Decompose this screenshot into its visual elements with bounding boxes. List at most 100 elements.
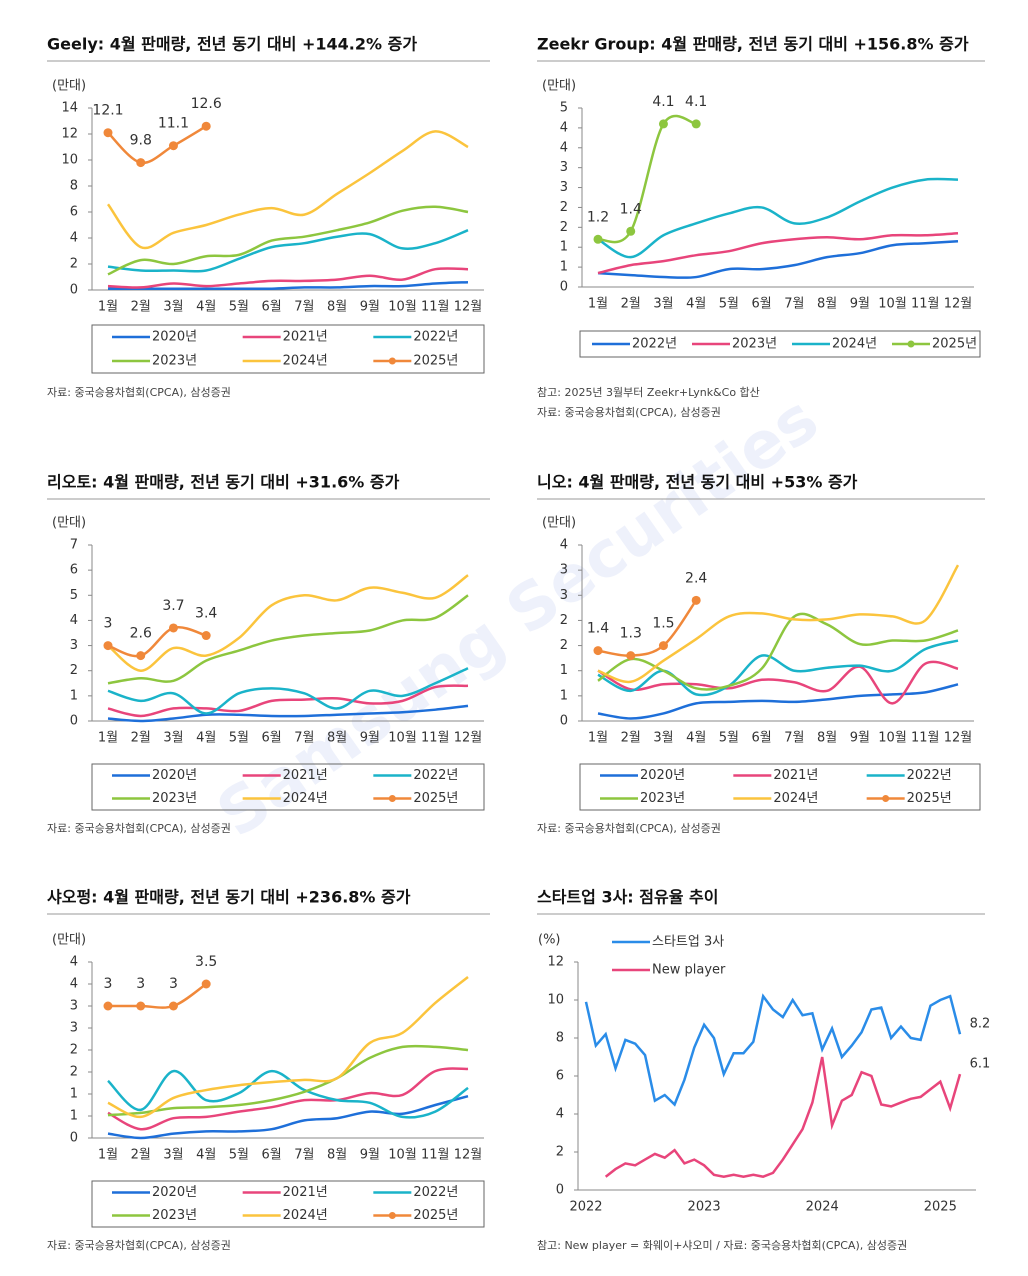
legend-frame (579, 763, 981, 811)
legend-label: 2025년 (413, 354, 458, 369)
series-line (108, 280, 469, 291)
data-label: 3.5 (195, 954, 217, 970)
series-line (107, 1044, 469, 1117)
end-label: 6.1 (970, 1057, 991, 1072)
series-line (597, 240, 959, 279)
data-label: 3 (169, 976, 178, 992)
y-tick-label: 1 (70, 1109, 78, 1124)
marker (136, 158, 146, 168)
x-tick-label: 3월 (653, 731, 673, 746)
marker (593, 234, 603, 244)
data-label: 4.1 (652, 94, 674, 110)
series-line (597, 114, 697, 244)
legend-label: 2025년 (413, 791, 458, 806)
x-tick-label: 12월 (944, 297, 973, 312)
x-tick-label: 12월 (454, 1148, 483, 1163)
legend-label: 2025년 (907, 791, 952, 806)
legend-label: 2022년 (632, 337, 677, 352)
series-line (597, 599, 698, 657)
x-tick-label: 7월 (784, 731, 804, 746)
series-line (107, 667, 469, 715)
legend-label: 2020년 (152, 330, 197, 345)
y-tick-label: 1 (560, 688, 568, 703)
legend-marker (388, 1212, 396, 1219)
marker (201, 979, 211, 989)
legend-label: 2020년 (640, 768, 685, 783)
y-unit-label: (%) (538, 933, 561, 948)
legend-label: 2024년 (283, 354, 328, 369)
y-tick-label: 7 (70, 538, 78, 553)
x-tick-label: 7월 (784, 297, 804, 312)
marker (691, 119, 701, 129)
series-line (107, 205, 469, 276)
x-tick-label: 7월 (294, 1148, 314, 1163)
y-tick-label: 8 (556, 1031, 564, 1046)
legend-label: 2022년 (413, 1185, 458, 1200)
x-tick-label: 2월 (131, 1148, 151, 1163)
data-label: 1.2 (587, 209, 609, 225)
x-tick-label: 6월 (752, 297, 772, 312)
x-tick-label: 8월 (817, 297, 837, 312)
series-line (107, 1069, 469, 1119)
x-tick-label: 8월 (327, 300, 347, 315)
series-line (597, 639, 959, 697)
x-tick-label: 9월 (850, 731, 870, 746)
x-tick-label: 4월 (196, 1148, 216, 1163)
x-tick-label: 3월 (163, 1148, 183, 1163)
marker (103, 641, 113, 651)
x-tick-label: 2월 (131, 731, 151, 746)
y-unit-label: (만대) (52, 516, 86, 531)
x-tick-label: 1월 (588, 731, 608, 746)
data-label: 1.4 (620, 201, 642, 217)
chart-title: 리오토: 4월 판매량, 전년 동기 대비 +31.6% 증가 (47, 473, 400, 492)
legend-label: 2020년 (152, 1185, 197, 1200)
chart-title: Geely: 4월 판매량, 전년 동기 대비 +144.2% 증가 (47, 35, 417, 54)
x-tick-label: 1월 (98, 731, 118, 746)
data-label: 3 (104, 616, 113, 632)
y-tick-label: 0 (556, 1183, 564, 1198)
series-line (107, 594, 469, 685)
data-label: 9.8 (130, 133, 152, 149)
series-line (584, 993, 962, 1107)
x-tick-label: 6월 (262, 1148, 282, 1163)
y-tick-label: 5 (560, 101, 568, 116)
legend-marker (907, 340, 915, 348)
marker (136, 651, 146, 661)
marker (168, 141, 178, 151)
source-note: 참고: New player = 화웨이+샤오미 / 자료: 중국승용차협회(C… (537, 1239, 907, 1252)
chart-title: 샤오펑: 4월 판매량, 전년 동기 대비 +236.8% 증가 (47, 888, 411, 907)
x-tick-label: 12월 (944, 731, 973, 746)
y-tick-label: 3 (70, 999, 78, 1014)
y-tick-label: 3 (560, 588, 568, 603)
series-line (107, 1094, 469, 1140)
x-tick-label: 6월 (262, 300, 282, 315)
x-tick-label: 2024 (806, 1200, 839, 1215)
series-line (106, 130, 469, 250)
x-tick-label: 9월 (850, 297, 870, 312)
x-tick-label: 10월 (878, 297, 907, 312)
y-tick-label: 3 (70, 638, 78, 653)
x-tick-label: 5월 (719, 731, 739, 746)
x-tick-label: 11월 (911, 731, 940, 746)
x-tick-label: 11월 (421, 300, 450, 315)
y-tick-label: 2 (560, 200, 568, 215)
data-label: 11.1 (158, 116, 189, 132)
legend-label: 2022년 (413, 330, 458, 345)
x-tick-label: 10월 (388, 731, 417, 746)
y-tick-label: 4 (70, 955, 78, 970)
marker (593, 646, 603, 656)
marker (103, 128, 113, 138)
y-tick-label: 2 (70, 257, 78, 272)
series-line (107, 229, 469, 273)
y-tick-label: 4 (560, 140, 568, 155)
series-line (597, 232, 959, 275)
marker (626, 651, 636, 661)
series-line (107, 975, 469, 1119)
legend-label: 2024년 (832, 337, 877, 352)
y-tick-label: 10 (547, 993, 564, 1008)
y-tick-label: 2 (70, 1043, 78, 1058)
legend-label: 2021년 (283, 1185, 328, 1200)
legend-label: 2024년 (773, 791, 818, 806)
x-tick-label: 10월 (878, 731, 907, 746)
y-tick-label: 8 (70, 179, 78, 194)
